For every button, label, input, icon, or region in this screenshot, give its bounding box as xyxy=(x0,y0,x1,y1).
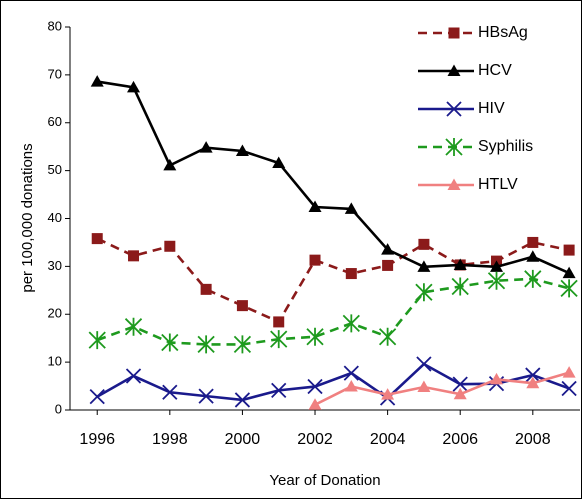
marker xyxy=(490,260,504,272)
x-axis-label: Year of Donation xyxy=(269,472,380,489)
marker xyxy=(448,27,460,39)
marker xyxy=(271,382,287,399)
marker xyxy=(198,388,214,404)
x-tick-label: 2006 xyxy=(442,431,478,448)
marker xyxy=(200,283,212,295)
marker xyxy=(560,279,578,298)
marker xyxy=(88,331,106,350)
marker xyxy=(127,80,141,93)
x-tick-label: 2000 xyxy=(225,431,261,448)
marker xyxy=(309,254,321,266)
y-tick-label: 10 xyxy=(48,354,62,369)
marker xyxy=(344,380,358,392)
series-line xyxy=(314,371,570,406)
marker xyxy=(381,388,395,400)
marker xyxy=(343,365,359,381)
marker xyxy=(381,243,395,255)
marker xyxy=(306,327,324,346)
marker xyxy=(89,388,105,405)
marker xyxy=(125,368,142,384)
marker xyxy=(270,330,288,349)
y-axis-label: per 100,000 donations xyxy=(19,143,36,292)
marker xyxy=(273,316,285,328)
marker xyxy=(525,367,541,383)
x-tick-label: 2004 xyxy=(370,431,406,448)
x-tick-label: 1998 xyxy=(152,431,188,448)
marker xyxy=(91,233,103,245)
marker xyxy=(342,314,360,333)
legend-label: Syphilis xyxy=(478,138,533,155)
series-line xyxy=(96,277,570,346)
legend-box xyxy=(412,12,580,200)
marker xyxy=(490,372,504,385)
marker xyxy=(308,398,322,410)
marker xyxy=(236,300,248,312)
legend-label: HBsAg xyxy=(478,24,528,41)
marker xyxy=(563,244,575,256)
marker xyxy=(382,259,394,271)
legend-label: HIV xyxy=(478,100,505,117)
marker xyxy=(446,101,462,117)
marker xyxy=(90,75,104,87)
marker xyxy=(416,356,432,372)
marker xyxy=(124,317,143,336)
marker xyxy=(199,141,213,153)
marker xyxy=(526,250,540,262)
marker xyxy=(562,266,576,279)
x-tick-label: 1996 xyxy=(79,431,115,448)
marker xyxy=(447,178,461,190)
marker xyxy=(344,202,358,214)
marker xyxy=(453,258,467,270)
marker xyxy=(453,387,467,400)
marker xyxy=(445,138,463,156)
marker xyxy=(128,250,140,262)
series-line xyxy=(96,237,570,324)
marker xyxy=(161,333,179,352)
legend-label: HCV xyxy=(478,62,512,79)
marker xyxy=(307,378,323,395)
y-tick-label: 40 xyxy=(48,210,62,225)
marker xyxy=(272,156,286,168)
marker xyxy=(162,384,178,400)
marker xyxy=(378,327,397,346)
marker xyxy=(561,380,577,397)
marker xyxy=(527,236,539,248)
marker xyxy=(234,392,251,408)
marker xyxy=(415,283,433,302)
y-tick-label: 60 xyxy=(48,114,62,129)
marker xyxy=(308,200,322,213)
y-tick-label: 30 xyxy=(48,258,62,273)
y-tick-label: 0 xyxy=(55,401,62,416)
marker xyxy=(418,238,430,250)
marker xyxy=(487,271,506,290)
marker xyxy=(197,335,215,354)
marker xyxy=(526,376,540,389)
marker xyxy=(345,268,357,280)
y-tick-label: 20 xyxy=(48,306,62,321)
marker xyxy=(233,335,252,354)
marker xyxy=(447,64,461,76)
y-tick-label: 50 xyxy=(48,162,62,177)
x-tick-label: 2008 xyxy=(515,431,551,448)
marker xyxy=(163,158,177,171)
marker xyxy=(562,366,576,378)
y-tick-label: 80 xyxy=(48,18,62,33)
marker xyxy=(452,376,468,392)
y-tick-label: 70 xyxy=(48,66,62,81)
marker xyxy=(417,380,431,393)
marker xyxy=(417,260,431,272)
marker xyxy=(235,144,249,156)
series-line xyxy=(97,80,570,275)
marker xyxy=(524,269,542,288)
legend-label: HTLV xyxy=(478,176,518,193)
marker xyxy=(451,277,469,296)
x-tick-label: 2002 xyxy=(297,431,333,448)
marker xyxy=(164,240,176,252)
